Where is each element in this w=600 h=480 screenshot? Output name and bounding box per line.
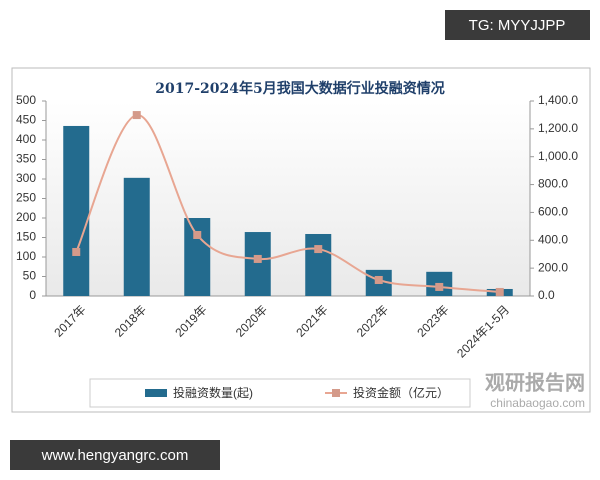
marker [314, 245, 323, 254]
legend-swatch [145, 389, 167, 397]
chart-title: 2017-2024年5月我国大数据行业投融资情况 [155, 80, 444, 97]
bar [63, 125, 90, 297]
watermark-box [10, 440, 220, 470]
logo-url: chinabaogao.com [490, 396, 585, 410]
y-tick-label: 50 [23, 269, 37, 283]
y-tick-label: 500 [16, 93, 36, 107]
y-tick-label: 0 [29, 288, 36, 302]
bar [184, 218, 211, 296]
y2-tick-label: 400.0 [538, 232, 568, 246]
watermark: www.hengyangrc.com [41, 447, 189, 464]
y-tick-label: 250 [16, 191, 36, 205]
y2-tick-label: 800.0 [538, 177, 568, 191]
y2-tick-label: 0.0 [538, 288, 555, 302]
y-tick-label: 450 [16, 113, 36, 127]
bar [123, 177, 150, 296]
y-tick-label: 200 [16, 210, 36, 224]
y-tick-label: 150 [16, 230, 36, 244]
y-tick-label: 300 [16, 171, 36, 185]
y2-tick-label: 1,400.0 [538, 93, 578, 107]
y2-tick-label: 600.0 [538, 205, 568, 219]
bar [305, 233, 332, 296]
bar [244, 232, 271, 296]
legend-label: 投资金额（亿元） [353, 385, 449, 400]
y-tick-label: 400 [16, 132, 36, 146]
watermark: TG: MYYJJPP [469, 17, 566, 34]
logo-name: 观研报告网 [485, 370, 585, 394]
watermark-box [445, 10, 590, 40]
marker [495, 287, 504, 296]
y2-tick-label: 1,200.0 [538, 121, 578, 135]
y-tick-label: 350 [16, 152, 36, 166]
y2-tick-label: 1,000.0 [538, 149, 578, 163]
y2-tick-label: 200.0 [538, 260, 568, 274]
marker [132, 111, 141, 120]
marker [72, 247, 81, 256]
marker [374, 275, 383, 284]
y-tick-label: 100 [16, 249, 36, 263]
marker [193, 230, 202, 239]
marker [435, 282, 444, 291]
legend-swatch [332, 389, 340, 397]
legend-label: 投融资数量(起) [173, 385, 253, 400]
plot-area [46, 101, 530, 296]
marker [253, 254, 262, 263]
